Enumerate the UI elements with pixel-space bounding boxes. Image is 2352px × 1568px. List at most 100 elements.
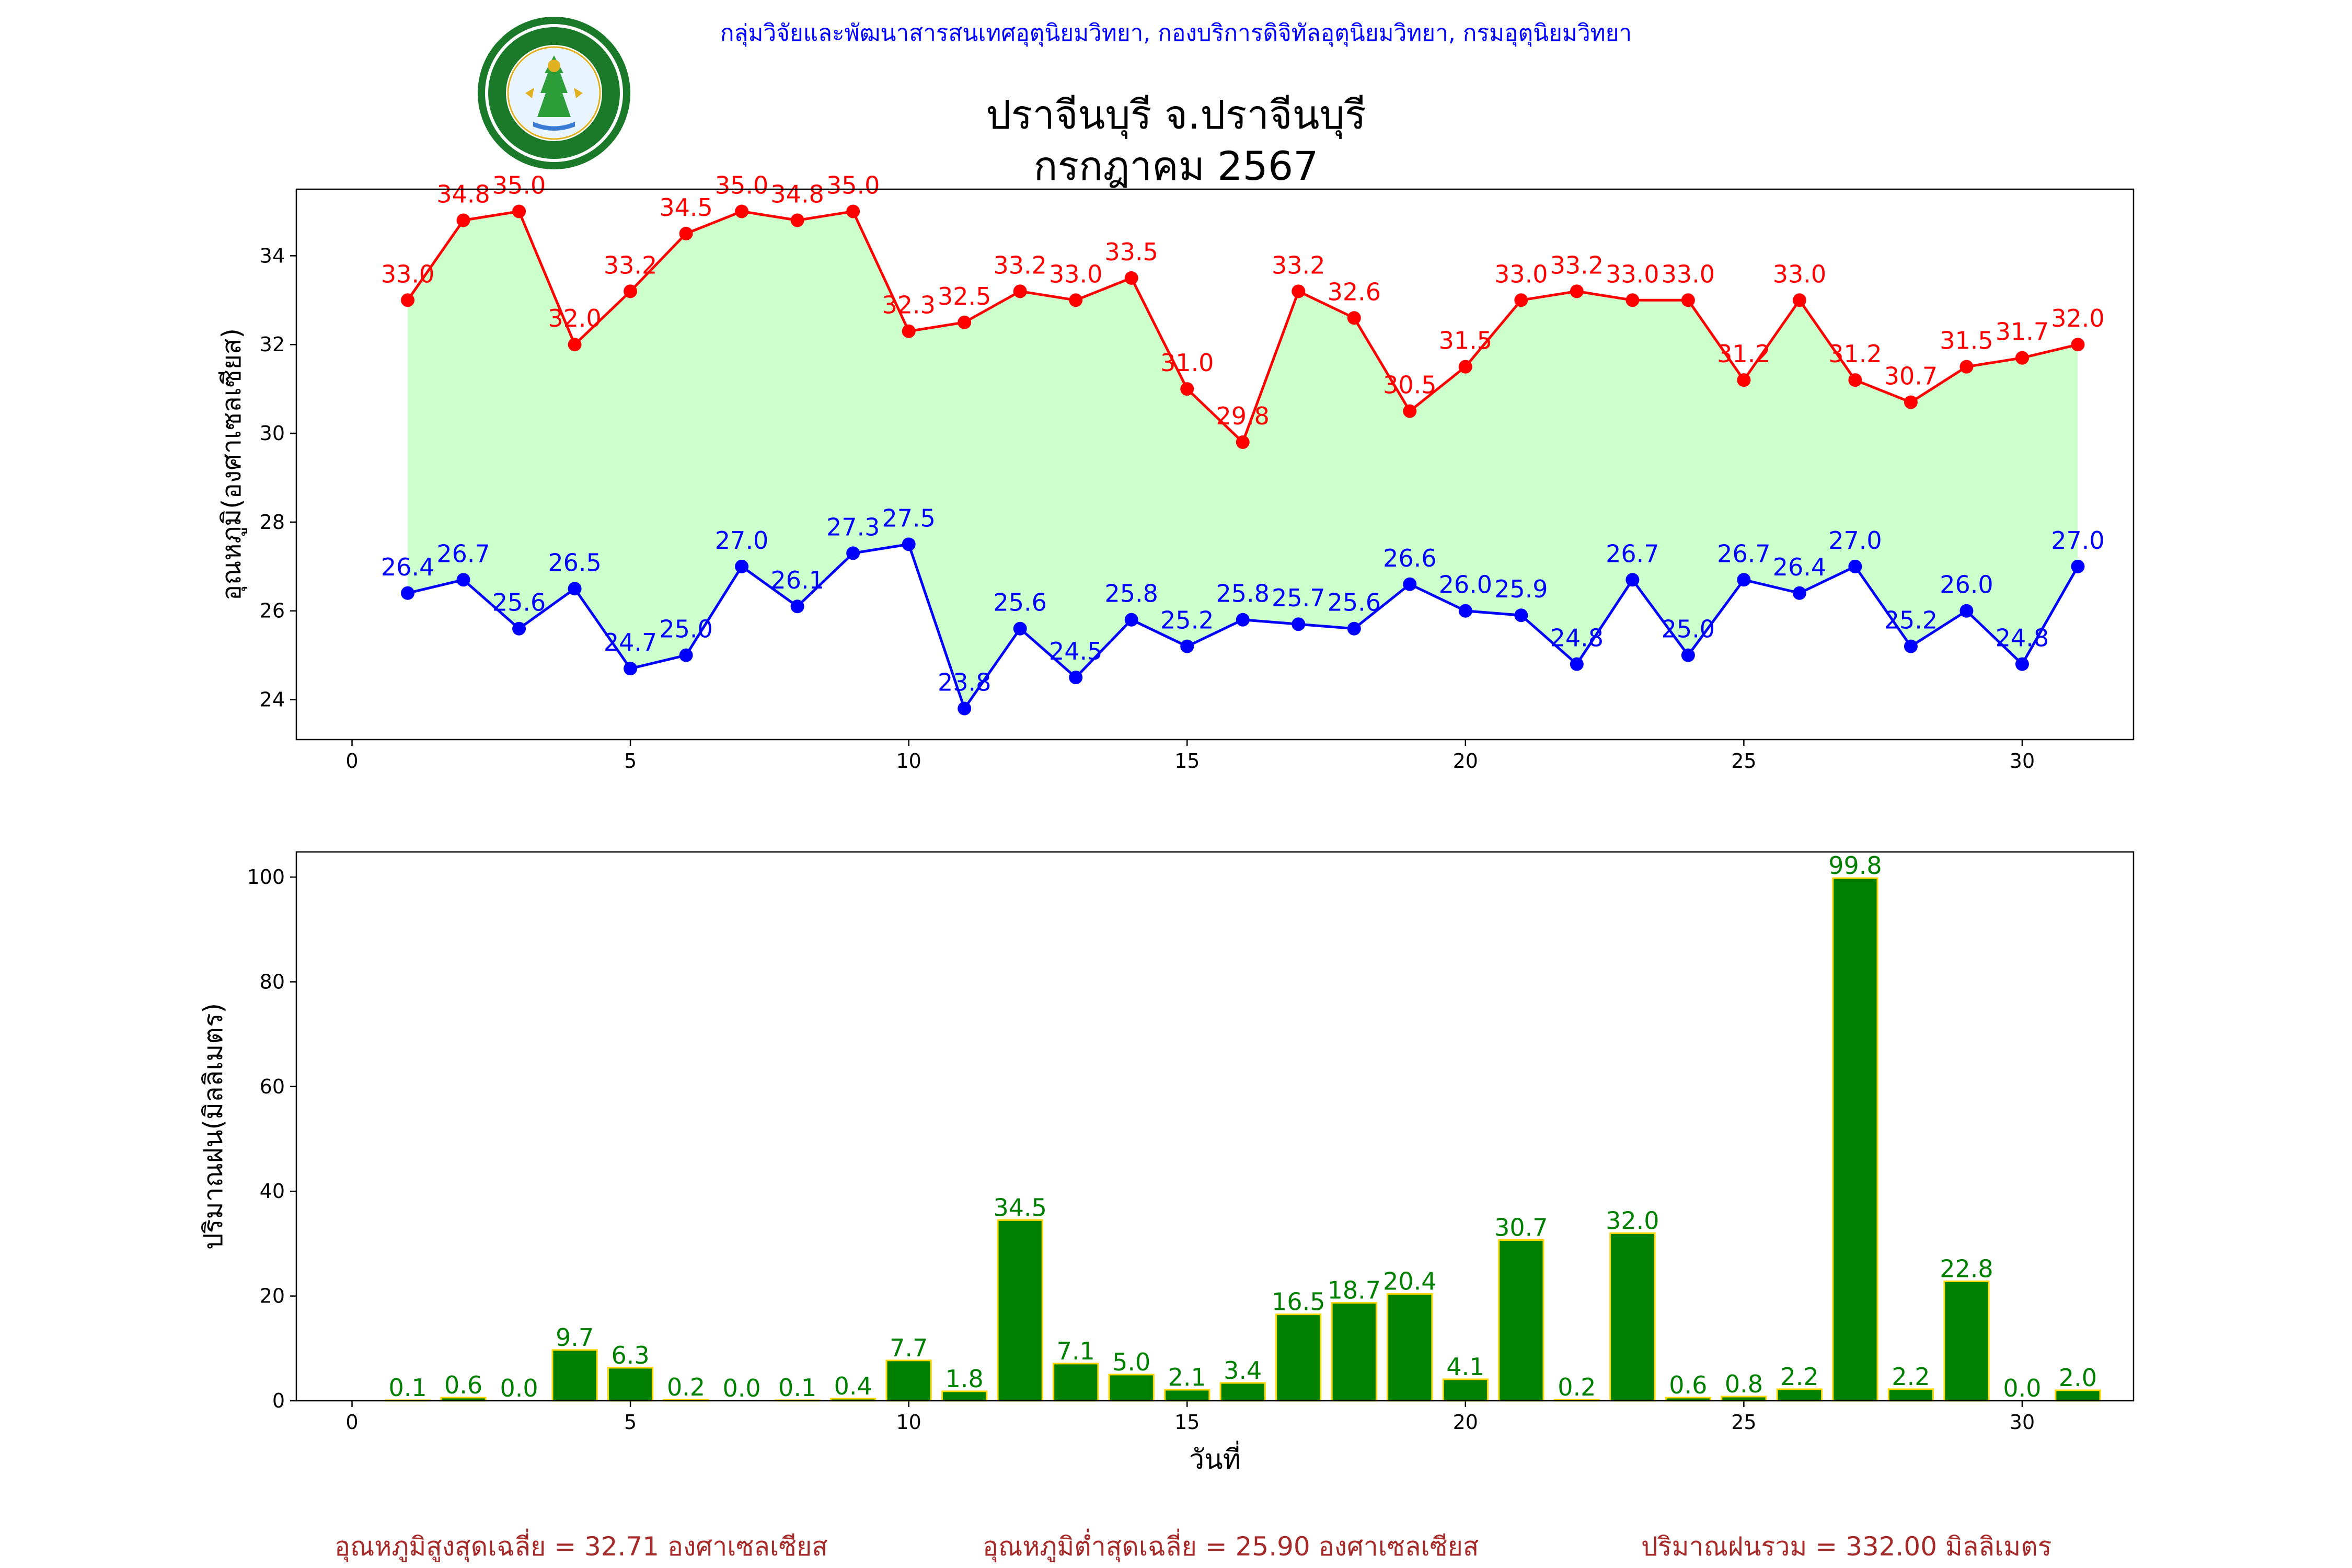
rain-data-label: 20.4: [1383, 1267, 1436, 1296]
temp-y-tick-label: 28: [260, 511, 285, 534]
rain-x-tick-label: 15: [1174, 1411, 1200, 1434]
temp-min-point: [790, 599, 804, 614]
temp-min-point: [1514, 608, 1528, 622]
temp-max-point: [2015, 351, 2029, 365]
rain-data-label: 0.8: [1725, 1370, 1763, 1398]
temp-max-data-label: 32.0: [2051, 304, 2104, 332]
rain-data-label: 0.6: [444, 1371, 482, 1399]
temp-max-data-label: 30.7: [1884, 362, 1938, 390]
chart-title-station: ปราจีนบุรี จ.ปราจีนบุรี: [986, 91, 1366, 138]
temp-min-point: [624, 662, 638, 676]
temp-max-data-label: 33.0: [1049, 260, 1102, 288]
temp-max-data-label: 33.2: [993, 251, 1046, 279]
temp-min-data-label: 26.0: [1439, 571, 1492, 599]
temp-max-point: [1013, 284, 1027, 298]
temp-min-point: [1347, 621, 1361, 636]
temp-max-point: [1236, 435, 1250, 449]
temp-min-point: [1904, 639, 1918, 653]
rain-x-tick-label: 10: [896, 1411, 921, 1434]
rain-y-tick-label: 40: [260, 1180, 285, 1203]
temp-min-data-label: 27.0: [2051, 526, 2104, 555]
temp-min-data-label: 25.8: [1105, 580, 1158, 608]
temp-max-data-label: 35.0: [826, 171, 880, 199]
temp-max-data-label: 31.7: [1996, 318, 2049, 346]
temp-min-data-label: 25.6: [492, 589, 546, 617]
temp-max-data-label: 29.8: [1216, 402, 1270, 430]
temp-max-data-label: 33.2: [604, 251, 657, 279]
temp-x-tick-label: 5: [624, 750, 637, 773]
rain-data-label: 16.5: [1272, 1288, 1325, 1316]
temp-y-tick-label: 30: [260, 422, 285, 445]
temp-min-data-label: 25.6: [1328, 589, 1381, 617]
rain-data-label: 2.1: [1168, 1363, 1206, 1391]
temp-max-point: [456, 213, 470, 227]
temp-min-data-label: 26.7: [1717, 539, 1770, 568]
temp-min-point: [1570, 657, 1584, 671]
temp-min-data-label: 24.7: [604, 628, 657, 656]
temp-x-tick-label: 25: [1731, 750, 1756, 773]
temp-x-tick-label: 20: [1453, 750, 1478, 773]
temp-y-tick-label: 24: [260, 688, 285, 711]
temp-max-point: [1681, 293, 1695, 307]
temp-min-point: [1403, 577, 1417, 591]
rain-data-label: 2.0: [2059, 1364, 2097, 1392]
temp-min-data-label: 24.5: [1049, 637, 1102, 665]
rain-data-label: 4.1: [1446, 1353, 1484, 1381]
temp-max-data-label: 34.8: [770, 180, 824, 208]
rain-bar: [997, 1219, 1043, 1402]
temp-max-data-label: 32.3: [882, 291, 935, 319]
temp-max-point: [1458, 360, 1472, 374]
footer-total-rain: ปริมาณฝนรวม = 332.00 มิลลิเมตร: [1641, 1531, 2052, 1562]
temp-min-point: [1069, 671, 1083, 685]
rain-data-label: 0.4: [834, 1372, 872, 1400]
temp-min-point: [1681, 648, 1695, 662]
rain-bar: [1832, 877, 1878, 1402]
rain-data-label: 34.5: [993, 1193, 1046, 1221]
temp-max-point: [2071, 338, 2085, 352]
temp-max-point: [1904, 395, 1918, 409]
temp-min-data-label: 25.0: [659, 615, 712, 643]
temp-max-data-label: 33.0: [1662, 260, 1715, 288]
temp-max-data-label: 33.2: [1272, 251, 1325, 279]
rain-bar: [1887, 1388, 1934, 1402]
rain-data-label: 0.6: [1669, 1371, 1707, 1399]
rain-y-tick-label: 0: [272, 1389, 285, 1412]
footer-avg-min: อุณหภูมิต่ำสุดเฉลี่ย = 25.90 องศาเซลเซีย…: [983, 1531, 1479, 1562]
rain-bar: [1943, 1281, 1990, 1402]
temp-x-tick-label: 0: [345, 750, 358, 773]
rain-data-label: 0.1: [388, 1374, 426, 1402]
temp-min-point: [456, 573, 470, 587]
temp-min-data-label: 26.0: [1940, 571, 1993, 599]
temp-max-data-label: 31.5: [1940, 327, 1993, 355]
temp-frame: [295, 188, 2135, 741]
rain-data-label: 6.3: [612, 1341, 650, 1369]
temp-max-point: [1514, 293, 1528, 307]
rain-bar: [1164, 1389, 1210, 1402]
temp-max-point: [1737, 373, 1751, 387]
rain-bar: [1108, 1374, 1155, 1402]
rain-plot-area: [296, 852, 2134, 1401]
temp-max-point: [1848, 373, 1862, 387]
rain-y-axis-label: ปริมาณฝน(มิลลิเมตร): [198, 1003, 228, 1250]
temp-max-data-label: 32.0: [548, 304, 601, 332]
temp-max-point: [568, 338, 582, 352]
temp-min-point: [1848, 559, 1862, 573]
temp-max-data-label: 33.0: [1606, 260, 1659, 288]
temp-min-data-label: 26.7: [436, 539, 490, 568]
temp-min-data-label: 25.9: [1494, 575, 1548, 603]
rain-x-tick-label: 5: [624, 1411, 637, 1434]
credit-line: กลุ่มวิจัยและพัฒนาสารสนเทศอุตุนิยมวิทยา,…: [720, 20, 1632, 47]
rain-bar: [607, 1367, 654, 1402]
rain-bar: [885, 1359, 932, 1402]
temp-max-point: [401, 293, 415, 307]
rain-data-label: 0.2: [1558, 1373, 1596, 1401]
temp-max-point: [1180, 382, 1194, 396]
temp-min-data-label: 26.4: [381, 553, 434, 581]
temp-min-data-label: 27.0: [715, 526, 768, 555]
rain-bar: [1219, 1382, 1266, 1402]
rain-bar: [1609, 1232, 1656, 1402]
temp-max-point: [846, 204, 860, 218]
temp-min-point: [1959, 604, 1974, 618]
temp-min-point: [1013, 621, 1027, 636]
